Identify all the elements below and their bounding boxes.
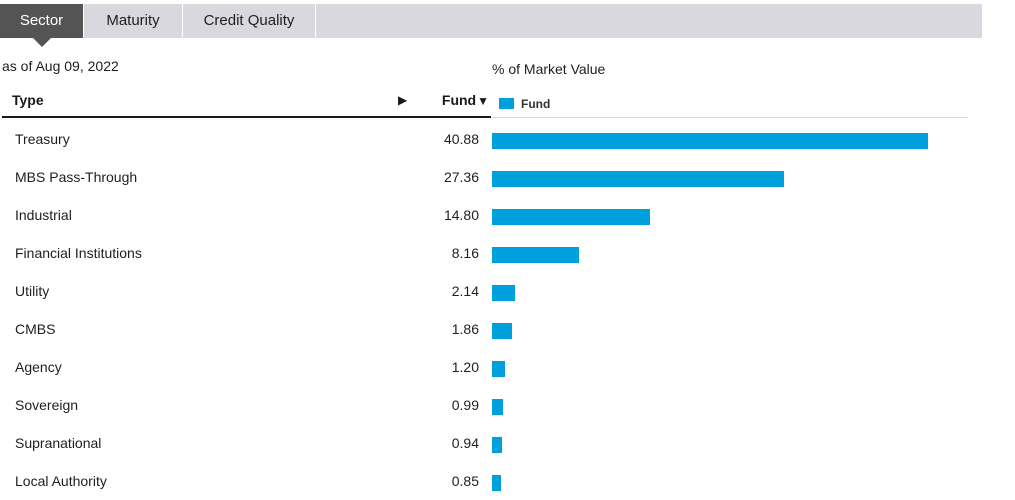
bar-fund	[492, 361, 505, 377]
table-row: CMBS 1.86	[0, 310, 1015, 348]
column-header-fund-label: Fund	[441, 92, 477, 108]
table-row: Sovereign 0.99	[0, 386, 1015, 424]
bar-fund	[492, 171, 784, 187]
tab-sector[interactable]: Sector	[0, 4, 84, 47]
bar-fund	[492, 399, 503, 415]
table-row: Treasury 40.88	[0, 120, 1015, 158]
row-fund-value: 0.94	[451, 435, 479, 451]
bar-fund	[492, 209, 650, 225]
tab-maturity-label: Maturity	[106, 12, 160, 29]
row-fund-value: 1.20	[451, 359, 479, 375]
row-fund-value: 40.88	[443, 131, 479, 147]
column-header-type: Type	[12, 92, 44, 108]
row-fund-value: 27.36	[443, 169, 479, 185]
bar-fund	[492, 475, 501, 491]
row-type-label: Treasury	[15, 131, 70, 147]
chart-label: % of Market Value	[492, 61, 606, 77]
table-row: Utility 2.14	[0, 272, 1015, 310]
table-row: MBS Pass-Through 27.36	[0, 158, 1015, 196]
table-header: Type ▶ Fund▼	[2, 84, 491, 118]
row-type-label: Supranational	[15, 435, 102, 451]
row-type-label: CMBS	[15, 321, 56, 337]
tab-maturity[interactable]: Maturity	[84, 4, 183, 38]
row-fund-value: 0.99	[451, 397, 479, 413]
bar-fund	[492, 323, 512, 339]
row-type-label: Utility	[15, 283, 50, 299]
row-type-label: Agency	[15, 359, 62, 375]
active-tab-pointer	[32, 38, 51, 47]
tab-credit-quality-label: Credit Quality	[203, 12, 295, 29]
as-of-date: as of Aug 09, 2022	[2, 58, 119, 74]
row-type-label: Sovereign	[15, 397, 79, 413]
expand-arrow-icon[interactable]: ▶	[398, 93, 408, 107]
sort-descending-icon: ▼	[477, 94, 489, 108]
row-fund-value: 0.85	[451, 473, 479, 489]
row-fund-value: 8.16	[451, 245, 479, 261]
row-type-label: Local Authority	[15, 473, 107, 489]
tab-sector-label: Sector	[19, 12, 64, 29]
row-fund-value: 2.14	[451, 283, 479, 299]
bar-fund	[492, 285, 515, 301]
table-row: Supranational 0.94	[0, 424, 1015, 462]
row-type-label: MBS Pass-Through	[15, 169, 138, 185]
column-header-fund[interactable]: Fund▼	[442, 92, 489, 108]
breakdown-tabs: Sector Maturity Credit Quality	[0, 4, 982, 47]
table-row: Financial Institutions 8.16	[0, 234, 1015, 272]
bar-fund	[492, 133, 928, 149]
table-row: Agency 1.20	[0, 348, 1015, 386]
row-fund-value: 1.86	[451, 321, 479, 337]
legend-label-fund: Fund	[521, 97, 551, 111]
row-type-label: Industrial	[15, 207, 72, 223]
row-fund-value: 14.80	[443, 207, 479, 223]
row-type-label: Financial Institutions	[15, 245, 142, 261]
bar-fund	[492, 437, 502, 453]
legend-swatch-fund	[499, 98, 514, 109]
tab-credit-quality[interactable]: Credit Quality	[183, 4, 316, 38]
chart-top-rule	[492, 117, 968, 118]
table-row: Local Authority 0.85	[0, 462, 1015, 500]
table-row: Industrial 14.80	[0, 196, 1015, 234]
bar-fund	[492, 247, 579, 263]
